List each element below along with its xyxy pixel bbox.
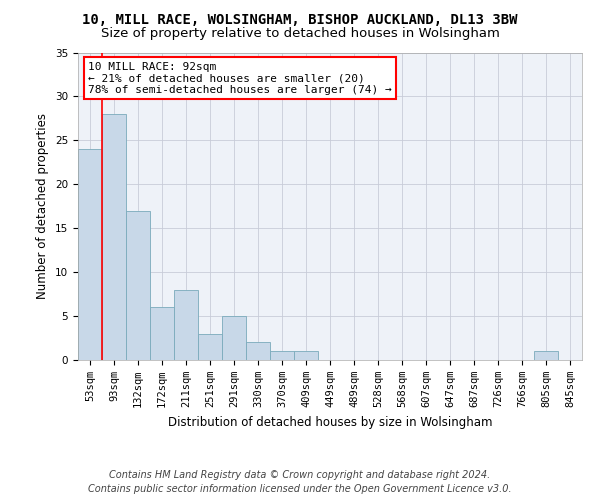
- Bar: [270, 351, 294, 360]
- Bar: [534, 351, 558, 360]
- Bar: [222, 316, 246, 360]
- Bar: [126, 210, 150, 360]
- Text: 10, MILL RACE, WOLSINGHAM, BISHOP AUCKLAND, DL13 3BW: 10, MILL RACE, WOLSINGHAM, BISHOP AUCKLA…: [82, 12, 518, 26]
- Bar: [198, 334, 222, 360]
- Bar: [294, 351, 318, 360]
- Bar: [78, 149, 102, 360]
- Bar: [174, 290, 198, 360]
- Text: Size of property relative to detached houses in Wolsingham: Size of property relative to detached ho…: [101, 28, 499, 40]
- Bar: [150, 308, 174, 360]
- Text: 10 MILL RACE: 92sqm
← 21% of detached houses are smaller (20)
78% of semi-detach: 10 MILL RACE: 92sqm ← 21% of detached ho…: [88, 62, 392, 95]
- X-axis label: Distribution of detached houses by size in Wolsingham: Distribution of detached houses by size …: [168, 416, 492, 428]
- Bar: [102, 114, 126, 360]
- Y-axis label: Number of detached properties: Number of detached properties: [37, 114, 49, 299]
- Text: Contains HM Land Registry data © Crown copyright and database right 2024.
Contai: Contains HM Land Registry data © Crown c…: [88, 470, 512, 494]
- Bar: [246, 342, 270, 360]
